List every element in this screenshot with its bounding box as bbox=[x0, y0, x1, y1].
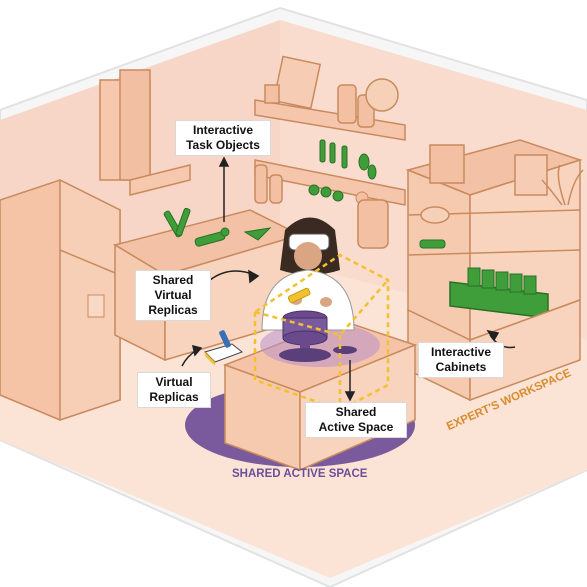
cake-stand bbox=[279, 310, 357, 362]
callout-line: Interactive bbox=[192, 123, 254, 137]
jar-1 bbox=[337, 84, 357, 124]
floor-label-shared-active-space: SHARED ACTIVE SPACE bbox=[232, 468, 368, 480]
left-shelf bbox=[129, 164, 191, 196]
callout-line: Virtual bbox=[155, 375, 193, 389]
virtual-replica-book bbox=[204, 343, 244, 363]
right-hand bbox=[320, 297, 332, 307]
bottle-2 bbox=[269, 174, 283, 204]
callout-line: Replicas bbox=[148, 303, 198, 317]
callout-line: Cabinets bbox=[435, 360, 487, 374]
fridge-door-line bbox=[59, 249, 121, 276]
right-shelf-2 bbox=[407, 249, 581, 256]
callout-line: Task Objects bbox=[186, 138, 260, 152]
upper-cabinet-left-2 bbox=[119, 69, 151, 181]
callout-arrows bbox=[181, 156, 516, 402]
canister bbox=[264, 84, 280, 104]
plant bbox=[541, 164, 584, 206]
shared-active-space-cube bbox=[253, 253, 390, 412]
callout-interactive-task-objects: Interactive Task Objects bbox=[175, 120, 271, 156]
callout-line: Interactive bbox=[430, 345, 492, 359]
callout-line: Virtual bbox=[154, 288, 192, 302]
plate bbox=[365, 78, 399, 112]
green-rolling-pin bbox=[419, 239, 446, 249]
callout-interactive-cabinets: Interactive Cabinets bbox=[418, 342, 504, 378]
callout-line: Shared bbox=[335, 405, 377, 419]
box bbox=[514, 154, 548, 196]
bottle-1 bbox=[254, 164, 268, 204]
callout-line: Shared bbox=[152, 273, 194, 287]
callout-line: Active Space bbox=[318, 420, 394, 434]
callout-shared-active-space: Shared Active Space bbox=[305, 402, 407, 438]
green-jars bbox=[467, 267, 537, 295]
stand-mixer bbox=[357, 199, 389, 249]
fridge-note bbox=[87, 294, 105, 318]
callout-shared-virtual-replicas: Shared Virtual Replicas bbox=[135, 270, 211, 321]
virtual-replica-spatula bbox=[219, 330, 231, 348]
callout-virtual-replicas: Virtual Replicas bbox=[137, 372, 211, 408]
bowl bbox=[420, 206, 450, 224]
hanging-utensils bbox=[308, 139, 377, 205]
interactive-task-objects bbox=[163, 207, 272, 247]
shared-virtual-replica-tool bbox=[287, 287, 311, 304]
cookbook bbox=[272, 55, 322, 110]
callout-line: Replicas bbox=[149, 390, 199, 404]
books bbox=[429, 144, 465, 184]
person-face bbox=[294, 242, 322, 270]
virtual-replica-book-cover bbox=[205, 352, 215, 366]
